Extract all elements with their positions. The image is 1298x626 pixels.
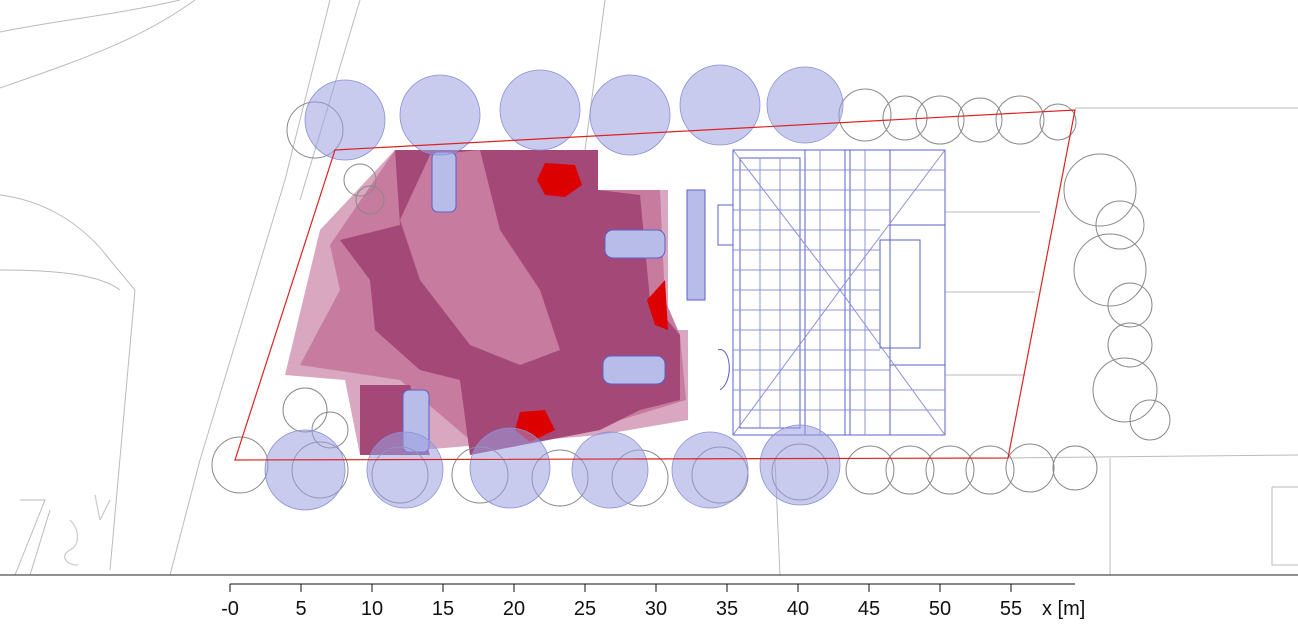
ground-marking xyxy=(64,494,111,566)
hedge xyxy=(686,189,706,301)
zone-hot-1 xyxy=(537,163,582,197)
tree-canopies xyxy=(264,64,844,511)
scale-tick-label: 35 xyxy=(716,598,738,620)
building xyxy=(717,149,946,436)
scale-tick-label: 20 xyxy=(503,598,525,620)
scale-ticks: -0 5 10 15 20 25 30 35 40 45 50 55 xyxy=(221,584,1022,620)
site-boundary xyxy=(234,109,1076,461)
zone-hot-2 xyxy=(647,280,668,330)
car-1 xyxy=(431,151,457,213)
scale-tick-label: -0 xyxy=(221,598,239,620)
scale-tick-label: 55 xyxy=(1000,598,1022,620)
scale-tick-label: 25 xyxy=(574,598,596,620)
scale-tick-label: 40 xyxy=(787,598,809,620)
scale-tick-label: 30 xyxy=(645,598,667,620)
tree-row-top-right xyxy=(838,88,1077,145)
scale-tick-label: 45 xyxy=(858,598,880,620)
car-2 xyxy=(604,229,666,259)
scale-bar: -0 5 10 15 20 25 30 35 40 45 50 55 x [m] xyxy=(221,583,1085,620)
scale-tick-label: 15 xyxy=(432,598,454,620)
noise-zones xyxy=(285,150,688,455)
tree-row-right xyxy=(1063,153,1171,441)
scale-tick-label: 5 xyxy=(295,598,306,620)
unit-label: x [m] xyxy=(1042,598,1085,620)
car-3 xyxy=(602,355,666,385)
scale-tick-label: 50 xyxy=(929,598,951,620)
scale-tick-label: 10 xyxy=(361,598,383,620)
